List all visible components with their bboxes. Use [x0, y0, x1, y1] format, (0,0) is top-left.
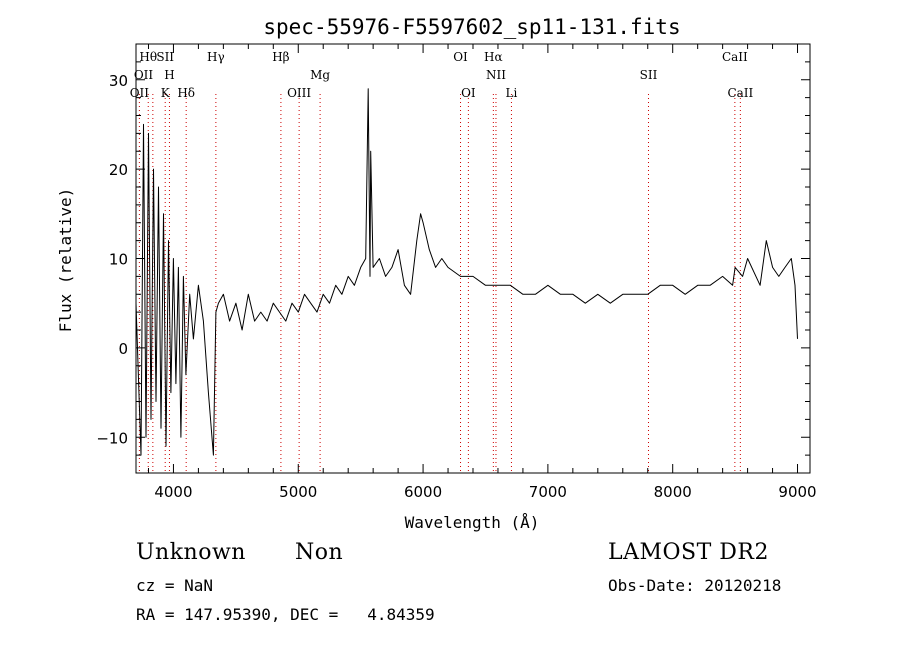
spectral-line-label: SII: [640, 68, 658, 82]
spectral-line-label: Mg: [310, 68, 330, 82]
chart-title: spec-55976-F5597602_sp11-131.fits: [263, 15, 680, 39]
spectral-line-label: Hθ: [139, 50, 157, 64]
series-layer: [135, 88, 798, 456]
spectral-line-label: Li: [506, 86, 518, 100]
spectral-line-label: Hγ: [207, 50, 225, 64]
y-tick-label: −10: [96, 429, 128, 447]
obs-date: Obs-Date: 20120218: [608, 576, 782, 595]
x-tick-label: 7000: [529, 483, 567, 501]
spectral-line-label: Hδ: [177, 86, 195, 100]
coordinates: RA = 147.95390, DEC = 4.84359: [136, 605, 435, 624]
x-tick-label: 5000: [279, 483, 317, 501]
spectral-line-label: OII: [130, 86, 150, 100]
spectrum-line: [135, 88, 798, 456]
spectral-line-label: H: [164, 68, 174, 82]
x-tick-label: 8000: [654, 483, 692, 501]
spectral-line-label: Hα: [484, 50, 503, 64]
spectral-line-label: OIII: [287, 86, 311, 100]
emission-line-markers: [138, 94, 741, 473]
spectral-line-label: CaII: [722, 50, 748, 64]
x-axis-label: Wavelength (Å): [405, 513, 540, 532]
survey-name: LAMOST DR2: [608, 540, 769, 565]
y-tick-label: 20: [109, 161, 128, 179]
plot-frame: [135, 43, 811, 474]
subclass: Non: [295, 540, 344, 565]
y-tick-label: 30: [109, 72, 128, 90]
spectral-line-label: OII: [134, 68, 154, 82]
y-axis-label: Flux (relative): [56, 188, 75, 333]
x-tick-label: 6000: [404, 483, 442, 501]
spectral-line-label: K: [161, 86, 171, 100]
spectral-line-label: Hβ: [272, 50, 289, 64]
spectral-line-label: NII: [486, 68, 506, 82]
axis-ticks: 4000 5000 6000 7000 8000 9000 −10 0 10 20 30: [96, 43, 817, 501]
y-tick-label: 0: [118, 340, 128, 358]
spectral-line-label: SII: [156, 50, 174, 64]
spectral-line-label: OI: [453, 50, 468, 64]
object-class: Unknown: [136, 540, 246, 565]
spectral-line-label: CaII: [727, 86, 753, 100]
x-tick-label: 9000: [778, 483, 816, 501]
redshift-cz: cz = NaN: [136, 576, 214, 595]
x-tick-label: 4000: [154, 483, 192, 501]
y-tick-label: 10: [109, 251, 128, 269]
spectral-line-label: OI: [461, 86, 476, 100]
